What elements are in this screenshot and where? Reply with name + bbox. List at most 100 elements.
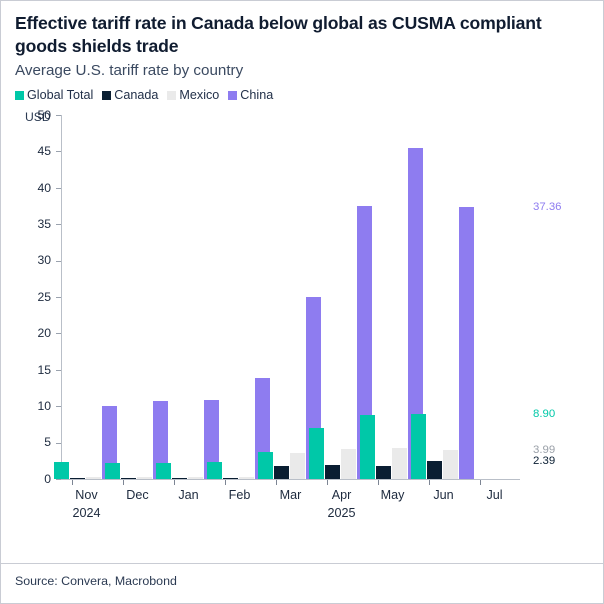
bar-mexico-mar[interactable]	[290, 452, 305, 479]
source-note: Source: Convera, Macrobond	[15, 574, 177, 588]
axes-layer: 0 5 10 15 20 25 30 35 40 45 50 Nov 2024 Dec Jan Feb Mar A…	[1, 106, 603, 526]
y-axis-tick-mark	[56, 296, 61, 298]
bar-mexico-apr[interactable]	[341, 448, 356, 479]
x-axis-tick-mark	[276, 479, 277, 485]
bar-canada-mar[interactable]	[274, 466, 289, 479]
bar-global-total-dec[interactable]	[105, 462, 120, 479]
y-axis-tick-mark	[56, 405, 61, 407]
x-axis-tick-mark	[123, 479, 124, 485]
bar-mexico-dec[interactable]	[137, 477, 152, 479]
bar-canada-dec[interactable]	[121, 477, 136, 479]
x-axis-year-label: 2025	[327, 505, 356, 520]
y-axis-tick-mark	[56, 369, 61, 371]
bar-canada-feb[interactable]	[223, 477, 238, 479]
chart-legend: Global Total Canada Mexico China	[15, 89, 589, 102]
x-axis-tick-mark	[429, 479, 430, 485]
y-axis-tick-label: 5	[44, 435, 51, 450]
x-axis-tick-mark	[378, 479, 379, 485]
end-value-label-global-total: 8.90	[533, 408, 556, 421]
y-axis-tick-label: 10	[37, 399, 51, 414]
chart-footer: Source: Convera, Macrobond	[1, 563, 603, 603]
chart-header: Effective tariff rate in Canada below gl…	[1, 1, 603, 102]
legend-item-label: Mexico	[179, 88, 220, 103]
bar-global-total-apr[interactable]	[309, 428, 324, 479]
bar-global-total-mar[interactable]	[258, 451, 273, 479]
y-axis-tick-label: 25	[37, 289, 51, 304]
legend-swatch-icon	[167, 91, 177, 101]
x-axis-year-label: 2024	[72, 505, 101, 520]
x-axis-tick-label: Jun	[433, 487, 454, 502]
y-axis-tick-label: 0	[44, 471, 51, 486]
y-axis-tick-mark	[56, 150, 61, 152]
legend-swatch-icon	[15, 91, 24, 101]
legend-item-china[interactable]: China	[228, 89, 273, 102]
x-axis-tick-mark	[327, 479, 328, 485]
x-axis-tick-mark	[480, 479, 481, 485]
x-axis-tick-mark	[225, 479, 226, 485]
plot-area: USD 0 5 10 15 20 25 30 35 40 45 50 Nov 2024 Dec Jan Feb…	[1, 106, 603, 526]
y-axis-tick-mark	[56, 223, 61, 225]
bar-mexico-jan[interactable]	[188, 477, 203, 479]
y-axis-tick-mark	[56, 442, 61, 444]
x-axis-tick-label: Dec	[126, 487, 149, 502]
bar-mexico-nov[interactable]	[86, 477, 101, 479]
chart-title: Effective tariff rate in Canada below gl…	[15, 13, 542, 56]
bar-global-total-may[interactable]	[360, 415, 375, 479]
legend-swatch-icon	[102, 91, 112, 101]
bar-canada-jan[interactable]	[172, 477, 187, 479]
bar-canada-nov[interactable]	[70, 477, 85, 479]
y-axis-tick-mark	[56, 187, 61, 189]
legend-item-global-total[interactable]: Global Total	[15, 89, 93, 102]
bar-canada-jun[interactable]	[427, 461, 442, 479]
bar-china-jan[interactable]	[204, 399, 219, 479]
x-axis-tick-label: May	[380, 487, 405, 502]
bar-china-dec[interactable]	[153, 400, 168, 479]
end-value-label-china: 37.36	[533, 200, 562, 213]
bar-global-total-jun[interactable]	[411, 414, 426, 479]
y-axis-tick-label: 15	[37, 362, 51, 377]
legend-item-mexico[interactable]: Mexico	[167, 89, 219, 102]
x-axis-line	[61, 478, 520, 480]
end-value-label-canada: 2.39	[533, 455, 556, 468]
y-axis-tick-mark	[56, 332, 61, 334]
legend-item-label: Canada	[114, 88, 159, 103]
bar-mexico-feb[interactable]	[239, 477, 254, 479]
y-axis-tick-mark	[56, 114, 61, 116]
bar-china-jun[interactable]	[459, 206, 474, 479]
bar-china-apr[interactable]	[357, 205, 372, 479]
x-axis-tick-label: Nov	[75, 487, 98, 502]
legend-item-label: China	[240, 88, 274, 103]
end-value-label-mexico: 3.99	[533, 443, 556, 456]
x-axis-tick-mark	[72, 479, 73, 485]
x-axis-tick-label: Apr	[331, 487, 352, 502]
bar-china-may[interactable]	[408, 147, 423, 479]
x-axis-tick-label: Jul	[486, 487, 503, 502]
bar-mexico-may[interactable]	[392, 447, 407, 479]
y-axis-line	[61, 114, 62, 480]
y-axis-tick-label: 30	[37, 253, 51, 268]
y-axis-tick-label: 45	[37, 144, 51, 159]
chart-subtitle: Average U.S. tariff rate by country	[15, 62, 244, 80]
bar-global-total-feb[interactable]	[207, 462, 222, 479]
x-axis-tick-mark	[174, 479, 175, 485]
bar-global-total-jan[interactable]	[156, 462, 171, 479]
x-axis-tick-label: Feb	[228, 487, 251, 502]
bar-canada-may[interactable]	[376, 465, 391, 479]
bar-canada-apr[interactable]	[325, 465, 340, 479]
bar-global-total-nov[interactable]	[54, 462, 69, 479]
y-axis-tick-label: 35	[37, 217, 51, 232]
x-axis-tick-label: Jan	[178, 487, 199, 502]
bar-mexico-jun[interactable]	[443, 449, 458, 479]
legend-item-label: Global Total	[27, 88, 94, 103]
y-axis-tick-label: 50	[37, 107, 51, 122]
y-axis-tick-label: 40	[37, 180, 51, 195]
legend-swatch-icon	[228, 91, 238, 101]
y-axis-tick-mark	[56, 478, 61, 480]
bar-china-nov[interactable]	[102, 406, 117, 479]
x-axis-tick-label: Mar	[279, 487, 302, 502]
y-axis-tick-mark	[56, 260, 61, 262]
y-axis-tick-label: 20	[37, 326, 51, 341]
legend-item-canada[interactable]: Canada	[102, 89, 158, 102]
y-axis-unit-label: USD	[25, 109, 51, 124]
